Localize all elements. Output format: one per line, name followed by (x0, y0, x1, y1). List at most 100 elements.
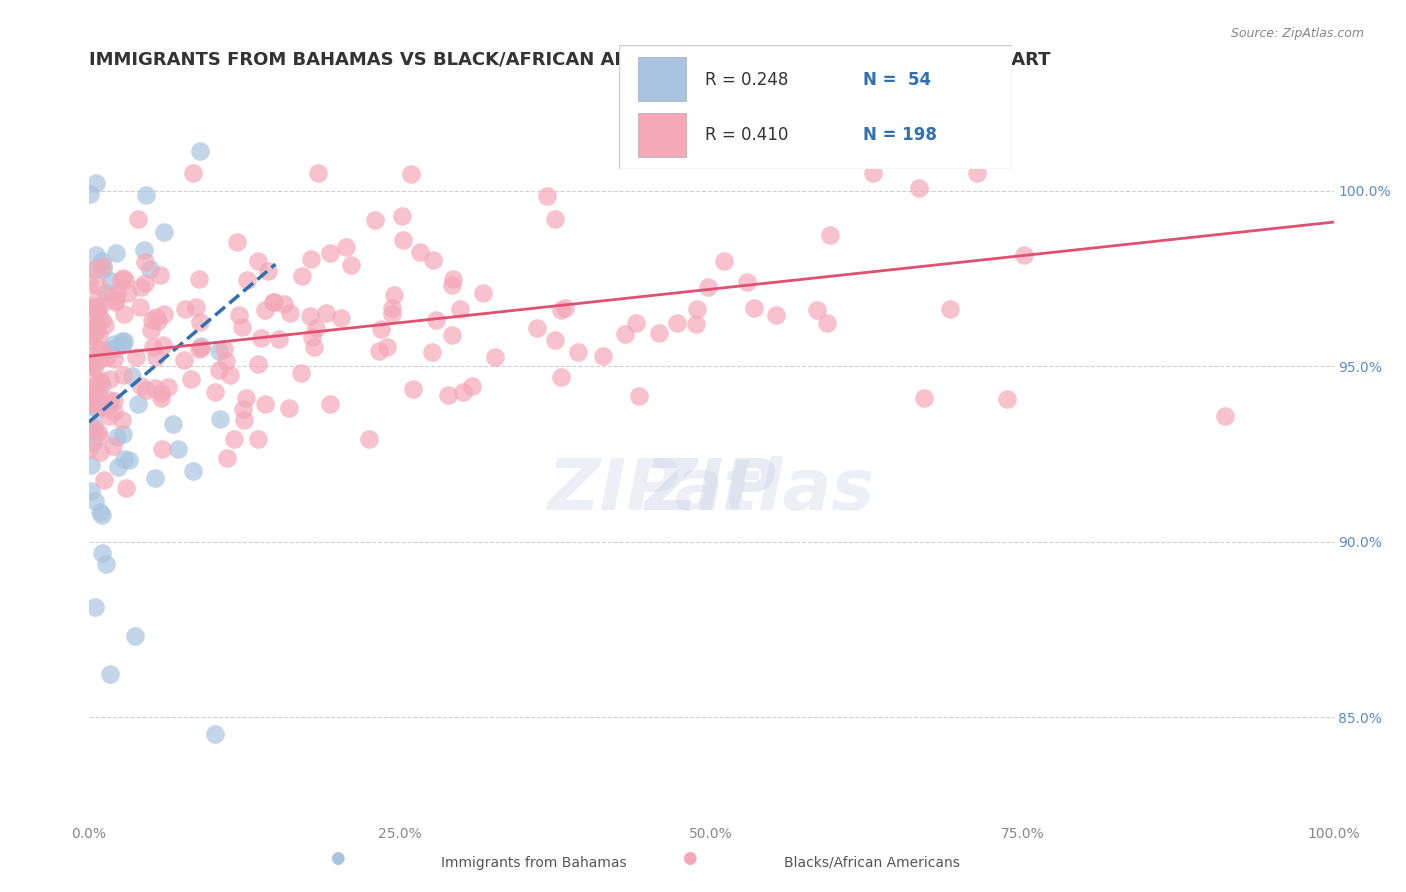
Point (141, 312, 163, 326)
Point (278, 306, 301, 320)
Point (105, 430, 128, 444)
Point (939, 301, 962, 316)
Point (188, 144, 211, 158)
Text: IMMIGRANTS FROM BAHAMAS VS BLACK/AFRICAN AMERICAN 9TH GRADE CORRELATION CHART: IMMIGRANTS FROM BAHAMAS VS BLACK/AFRICAN… (89, 51, 1050, 69)
Point (103, 393, 125, 408)
Point (301, 330, 323, 344)
Text: R = 0.248: R = 0.248 (706, 70, 789, 88)
Point (84, 247, 107, 261)
Point (86, 318, 108, 333)
Point (111, 334, 134, 349)
Point (86, 397, 108, 411)
Text: R = 0.410: R = 0.410 (706, 126, 789, 144)
Point (232, 413, 254, 427)
Point (103, 352, 125, 367)
Point (96, 350, 118, 364)
Point (90, 343, 112, 358)
Point (83, 424, 105, 438)
Point (686, 302, 709, 317)
Point (86, 374, 108, 388)
Point (247, 358, 270, 372)
Point (363, 212, 385, 227)
Point (208, 344, 231, 359)
Point (212, 342, 235, 356)
Point (86, 402, 108, 417)
Point (143, 381, 166, 395)
Point (93, 473, 115, 487)
Point (111, 413, 134, 427)
Point (235, 391, 257, 405)
Text: N = 198: N = 198 (863, 126, 936, 144)
Point (184, 300, 207, 314)
Bar (638, 57, 686, 101)
Point (86, 392, 108, 406)
Point (461, 378, 484, 392)
Point (82, 329, 104, 343)
Point (391, 233, 413, 247)
Point (82, 435, 104, 450)
Point (420, 345, 443, 359)
Point (111, 368, 134, 382)
Point (735, 275, 758, 289)
Point (526, 321, 548, 335)
Point (89, 429, 111, 443)
Point (188, 272, 211, 286)
Point (291, 268, 314, 283)
Point (83, 378, 105, 392)
Point (614, 327, 637, 342)
Point (298, 310, 321, 324)
Point (127, 397, 149, 411)
Point (96, 285, 118, 300)
Point (219, 368, 242, 383)
Point (1012, 248, 1035, 262)
Point (441, 271, 464, 285)
Point (188, 315, 211, 329)
Point (180, 372, 202, 386)
Point (188, 342, 211, 356)
Point (228, 308, 250, 322)
Point (135, 188, 157, 202)
Point (425, 313, 447, 327)
FancyBboxPatch shape (619, 45, 1012, 169)
Point (90, 546, 112, 560)
Point (121, 369, 143, 384)
Point (815, 316, 838, 330)
Point (1215, 409, 1237, 423)
Point (685, 317, 707, 331)
Point (124, 629, 146, 643)
Point (713, 254, 735, 268)
Point (93, 259, 115, 273)
Text: Source: ZipAtlas.com: Source: ZipAtlas.com (1230, 27, 1364, 40)
Point (89, 374, 111, 388)
Point (83, 301, 105, 315)
Point (257, 263, 280, 277)
Point (77, 321, 100, 335)
Point (112, 334, 135, 348)
Point (79, 186, 101, 201)
Point (80, 458, 103, 473)
Point (79, 396, 101, 410)
Point (87, 343, 110, 357)
Point (437, 388, 460, 402)
Point (190, 339, 212, 353)
Point (129, 300, 152, 314)
Point (231, 320, 253, 334)
Point (100, 274, 122, 288)
Point (86, 278, 108, 293)
Point (204, 384, 226, 399)
Point (742, 301, 765, 315)
Point (162, 417, 184, 431)
Point (550, 303, 572, 318)
Point (254, 303, 277, 318)
Point (107, 460, 129, 475)
Point (626, 316, 648, 330)
Point (330, 311, 353, 326)
Point (125, 351, 148, 365)
Point (544, 211, 567, 226)
Point (215, 354, 238, 368)
Point (98, 409, 121, 423)
Point (84, 301, 107, 315)
Point (183, 166, 205, 180)
Point (134, 276, 156, 290)
Point (226, 235, 249, 249)
